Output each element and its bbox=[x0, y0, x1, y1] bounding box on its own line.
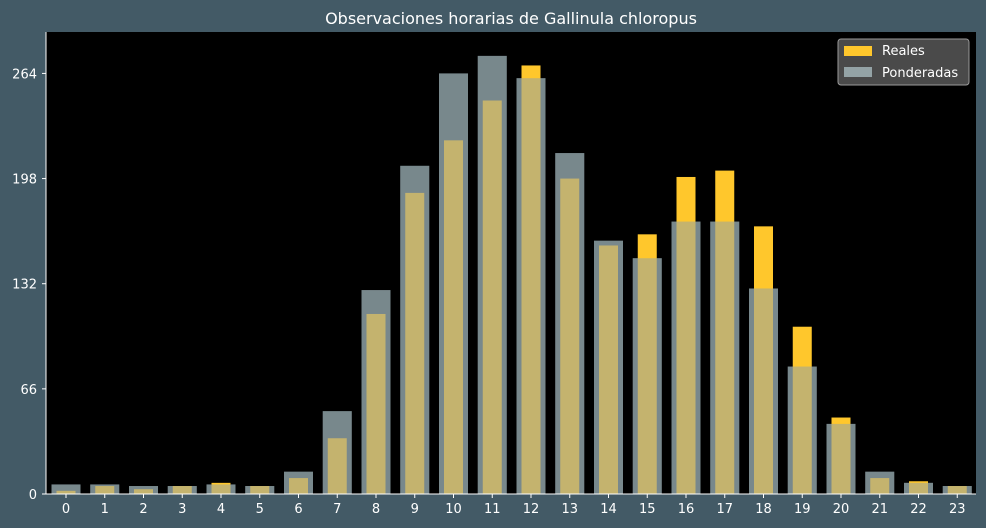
y-tick-label-264: 264 bbox=[12, 67, 37, 82]
x-tick-label-16: 16 bbox=[678, 502, 695, 517]
x-tick-label-12: 12 bbox=[523, 502, 540, 517]
bar-ponderadas-overlay-9 bbox=[400, 165, 430, 495]
bar-ponderadas-overlay-2 bbox=[129, 486, 158, 494]
legend-label-reales: Reales bbox=[882, 44, 925, 59]
x-tick-label-21: 21 bbox=[871, 502, 888, 517]
bar-ponderadas-overlay-11 bbox=[477, 55, 507, 495]
x-tick-label-7: 7 bbox=[333, 502, 341, 517]
x-tick-label-19: 19 bbox=[794, 502, 811, 517]
x-tick-label-10: 10 bbox=[445, 502, 462, 517]
legend-label-ponderadas: Ponderadas bbox=[882, 66, 958, 81]
x-tick-label-23: 23 bbox=[949, 502, 966, 517]
x-tick-label-8: 8 bbox=[372, 502, 380, 517]
x-tick-label-2: 2 bbox=[139, 502, 147, 517]
x-tick-label-15: 15 bbox=[639, 502, 656, 517]
x-tick-label-3: 3 bbox=[178, 502, 186, 517]
legend: Reales Ponderadas bbox=[837, 38, 970, 86]
y-tick-label-198: 198 bbox=[12, 173, 37, 188]
bar-ponderadas-overlay-21 bbox=[865, 471, 895, 494]
chart-title: Observaciones horarias de Gallinula chlo… bbox=[325, 9, 697, 28]
bar-ponderadas-overlay-18 bbox=[749, 288, 778, 494]
x-tick-label-9: 9 bbox=[411, 502, 419, 517]
x-tick-label-14: 14 bbox=[600, 502, 617, 517]
bar-ponderadas-overlay-17 bbox=[710, 221, 740, 494]
x-tick-label-22: 22 bbox=[910, 502, 927, 517]
x-tick-label-11: 11 bbox=[484, 502, 501, 517]
legend-swatch-ponderadas bbox=[844, 67, 872, 77]
bar-ponderadas-overlay-3 bbox=[167, 486, 197, 494]
bar-ponderadas-overlay-20 bbox=[826, 423, 856, 494]
axes: 0 1 2 3 4 5 6 7 8 9 10 11 12 13 14 15 16 17 18 19 20 21 22 2306… bbox=[12, 32, 976, 517]
bar-ponderadas-overlay-22 bbox=[904, 482, 933, 494]
bar-ponderadas-overlay-6 bbox=[284, 471, 313, 494]
bar-ponderadas-overlay-4 bbox=[206, 484, 236, 494]
y-tick-label-66: 66 bbox=[20, 383, 37, 398]
bar-ponderadas-overlay-13 bbox=[555, 153, 585, 494]
x-tick-label-1: 1 bbox=[101, 502, 109, 517]
x-tick-label-13: 13 bbox=[561, 502, 578, 517]
bar-ponderadas-overlay-15 bbox=[632, 258, 662, 494]
x-tick-label-4: 4 bbox=[217, 502, 225, 517]
bar-ponderadas-overlay-5 bbox=[245, 486, 275, 494]
bar-ponderadas-overlay-16 bbox=[671, 221, 701, 494]
bar-ponderadas-overlay-10 bbox=[439, 73, 468, 495]
bar-ponderadas-overlay-8 bbox=[361, 290, 391, 494]
bar-ponderadas-overlay-1 bbox=[90, 484, 120, 494]
x-tick-label-0: 0 bbox=[62, 502, 70, 517]
bar-ponderadas-overlay-23 bbox=[942, 486, 972, 494]
x-tick-label-6: 6 bbox=[294, 502, 302, 517]
x-tick-label-5: 5 bbox=[256, 502, 264, 517]
bar-ponderadas-overlay-12 bbox=[516, 78, 546, 494]
x-tick-label-17: 17 bbox=[716, 502, 733, 517]
bar-ponderadas-overlay-19 bbox=[787, 366, 817, 494]
x-tick-label-18: 18 bbox=[755, 502, 772, 517]
x-tick-label-20: 20 bbox=[833, 502, 850, 517]
y-tick-label-0: 0 bbox=[29, 488, 37, 503]
y-tick-label-132: 132 bbox=[12, 278, 37, 293]
bar-ponderadas-overlay-0 bbox=[51, 484, 81, 494]
bar-ponderadas-overlay-7 bbox=[322, 411, 352, 494]
ponderadas-overlay bbox=[51, 55, 972, 495]
plot-area bbox=[46, 32, 976, 494]
bar-ponderadas-overlay-14 bbox=[594, 240, 623, 494]
legend-swatch-reales bbox=[844, 46, 872, 56]
